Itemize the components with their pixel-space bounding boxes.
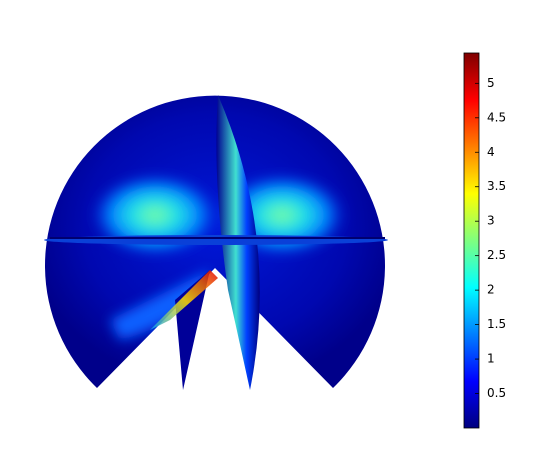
field-band (110, 270, 210, 340)
colorbar-tick-label: 4.5 (487, 110, 506, 124)
colorbar-tick-label: 0.5 (487, 386, 506, 400)
colorbar-tick-label: 1 (487, 352, 495, 366)
slice-disc (44, 235, 388, 245)
slice-plot (44, 95, 388, 390)
colorbar-tick-label: 3.5 (487, 179, 506, 193)
field-streak (150, 270, 218, 330)
colorbar-scale (463, 52, 480, 429)
colorbar: 0.5 1 1.5 2 2.5 3 3.5 4 4.5 5 (463, 52, 506, 429)
colorbar-tick-label: 1.5 (487, 317, 506, 331)
colorbar-tick-label: 2 (487, 283, 495, 297)
colorbar-tick-label: 4 (487, 145, 495, 159)
colorbar-tick-label: 3 (487, 214, 495, 228)
colorbar-tick-label: 2.5 (487, 248, 506, 262)
colorbar-tick-label: 5 (487, 76, 495, 90)
